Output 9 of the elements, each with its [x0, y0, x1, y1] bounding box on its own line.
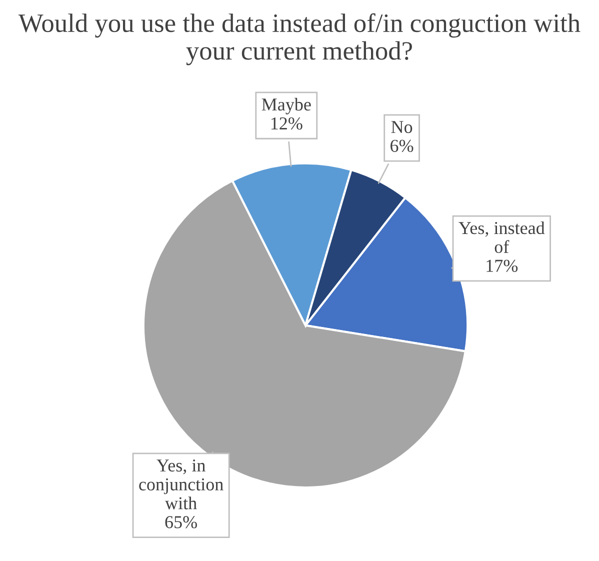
- chart-title: Would you use the data instead of/in conguction with your current method?: [18, 13, 580, 66]
- slice-label: Maybe: [262, 98, 311, 114]
- data-label: 17%: [486, 260, 518, 272]
- slice-label: Yes, instead of: [458, 221, 545, 254]
- slice-label: Yes, in conjunction with: [139, 459, 224, 510]
- data-label: 65%: [165, 516, 197, 528]
- data-label: 12%: [271, 117, 302, 130]
- data-label: 6%: [390, 140, 414, 152]
- slice-label: No: [391, 121, 412, 134]
